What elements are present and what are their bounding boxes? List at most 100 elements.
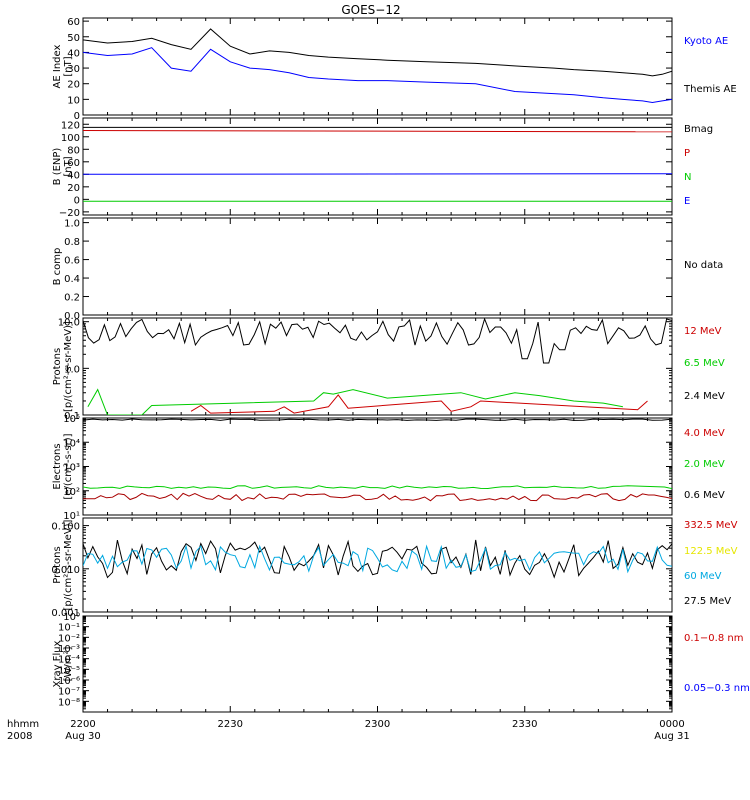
panel-frame	[82, 17, 673, 116]
y-tick-label: −20	[59, 208, 80, 219]
panel-frame	[82, 417, 673, 516]
y-tick-label: 60	[67, 158, 80, 169]
y-axis-label: Xray Flux	[52, 640, 63, 687]
series-line-4-0-mev	[83, 492, 672, 502]
y-tick-label: 0	[74, 195, 80, 206]
y-tick-label: 10⁰	[63, 612, 80, 623]
series-line-6-5-mev	[87, 388, 623, 415]
series-line-2-4-mev	[83, 318, 672, 364]
legend-entry: 4.0 MeV	[684, 428, 725, 439]
legend-entry: 0.6 MeV	[684, 490, 725, 501]
panel-frame	[82, 615, 673, 713]
y-axis-label: [p/(cm²-s-sr-MeV)]	[63, 321, 74, 412]
x-tick-label: 0000	[659, 719, 684, 730]
y-tick-label: 0.0	[64, 311, 80, 322]
legend-entry: 0.05−0.3 nm	[684, 683, 750, 694]
legend-entry: No data	[684, 260, 723, 271]
x-tick-label: 2200	[70, 719, 95, 730]
legend-entry: 27.5 MeV	[684, 596, 731, 607]
y-tick-label: 10³	[63, 463, 80, 474]
legend-entry: 2.0 MeV	[684, 459, 725, 470]
y-tick-label: 10⁵	[63, 414, 80, 425]
panel-4: 0.1 1.0 10.0 Protons [p/(cm²-s-sr-MeV)] 12 Me…	[52, 317, 725, 422]
legend-entry: 122.5 MeV	[684, 546, 738, 557]
y-tick-label: 0.001	[51, 608, 80, 619]
x-tick-label: 2330	[512, 719, 537, 730]
y-tick-label: 0.6	[64, 256, 80, 267]
y-axis-label: Protons	[52, 348, 63, 385]
time-axis-prefix: 2008	[7, 731, 32, 742]
series-line-kyoto-ae	[83, 47, 672, 104]
y-tick-label: 60	[67, 17, 80, 28]
legend-entry: Bmag	[684, 124, 713, 135]
y-tick-label: 40	[67, 170, 80, 181]
y-tick-label: 40	[67, 48, 80, 59]
x-tick-label: 2230	[218, 719, 243, 730]
series-line-p	[83, 130, 672, 133]
y-tick-label: 0	[74, 111, 80, 122]
y-tick-label: 0.8	[64, 237, 80, 248]
legend-entry: 2.4 MeV	[684, 391, 725, 402]
series-line-27-5-mev	[83, 539, 672, 579]
y-tick-label: 0.100	[51, 522, 80, 533]
y-axis-label: Protons	[52, 546, 63, 583]
y-tick-label: 0.2	[64, 293, 80, 304]
y-axis-label: [p/(cm²-s-sr-MeV)]	[63, 519, 74, 610]
y-tick-label: 10¹	[63, 511, 80, 522]
series-line-themis-ae	[83, 28, 672, 77]
legend-entry: P	[684, 148, 690, 159]
panel-6: 0.001 0.010 0.100 Protons [p/(cm²-s-sr-MeV)]…	[51, 517, 738, 619]
x-tick-label: 2300	[365, 719, 390, 730]
series-line-2-0-mev	[83, 485, 672, 490]
series-line-0-6-mev	[83, 418, 672, 421]
y-tick-label: 10	[67, 95, 80, 106]
panel-frame	[82, 317, 673, 416]
panel-5: 10¹ 10² 10³ 10⁴ 10⁵ Electrons [e/(cm²-s-sr)] 4.…	[52, 414, 725, 522]
y-tick-label: 10⁻⁴	[58, 655, 80, 666]
y-tick-label: 10⁻³	[58, 644, 80, 655]
y-tick-label: 1.0	[64, 364, 80, 375]
y-tick-label: 10⁻⁷	[58, 687, 80, 698]
panel-1: 0 10 20 30 40 50 60 AE Index [nT] Kyoto AE Themis …	[52, 17, 737, 122]
legend-entry: 12 MeV	[684, 326, 722, 337]
legend-entry: 0.1−0.8 nm	[684, 633, 743, 644]
x-tick-date: Aug 31	[654, 731, 689, 742]
series-line-60-mev	[83, 544, 672, 574]
legend-entry: 332.5 MeV	[684, 520, 738, 531]
y-tick-label: 100	[61, 133, 80, 144]
y-tick-label: 10²	[63, 487, 80, 498]
y-axis-label: Electrons	[52, 443, 63, 489]
y-tick-label: 1.0	[64, 219, 80, 230]
y-axis-label: AE Index	[52, 44, 63, 88]
time-axis-prefix: hhmm	[7, 719, 39, 730]
legend-entry: Themis AE	[683, 84, 737, 95]
y-tick-label: 0.010	[51, 565, 80, 576]
figure-title: GOES−12	[341, 3, 400, 17]
legend-entry: E	[684, 196, 690, 207]
y-tick-label: 30	[67, 64, 80, 75]
y-tick-label: 50	[67, 33, 80, 44]
y-tick-label: 10.0	[58, 318, 80, 329]
y-axis-label: [nT]	[63, 56, 74, 76]
panel-frame	[82, 117, 673, 216]
y-tick-label: 10⁻⁶	[58, 676, 80, 687]
legend-entry: Kyoto AE	[684, 36, 728, 47]
y-tick-label: 120	[61, 120, 80, 131]
y-tick-label: 0.4	[64, 274, 80, 285]
y-tick-label: 10⁻¹	[58, 623, 80, 634]
y-tick-label: 20	[67, 80, 80, 91]
y-axis-label: [nT]	[63, 156, 74, 176]
panel-3: 0.0 0.2 0.4 0.6 0.8 1.0 B comp No data	[52, 217, 723, 322]
y-axis-label: B comp	[52, 248, 63, 286]
series-line-12-mev	[190, 394, 648, 414]
y-tick-label: 0.1	[64, 411, 80, 422]
y-tick-label: 10⁻²	[58, 633, 80, 644]
y-axis-label: [e/(cm²-s-sr)]	[63, 433, 74, 499]
y-tick-label: 10⁻⁸	[58, 697, 80, 708]
x-tick-date: Aug 30	[65, 731, 100, 742]
